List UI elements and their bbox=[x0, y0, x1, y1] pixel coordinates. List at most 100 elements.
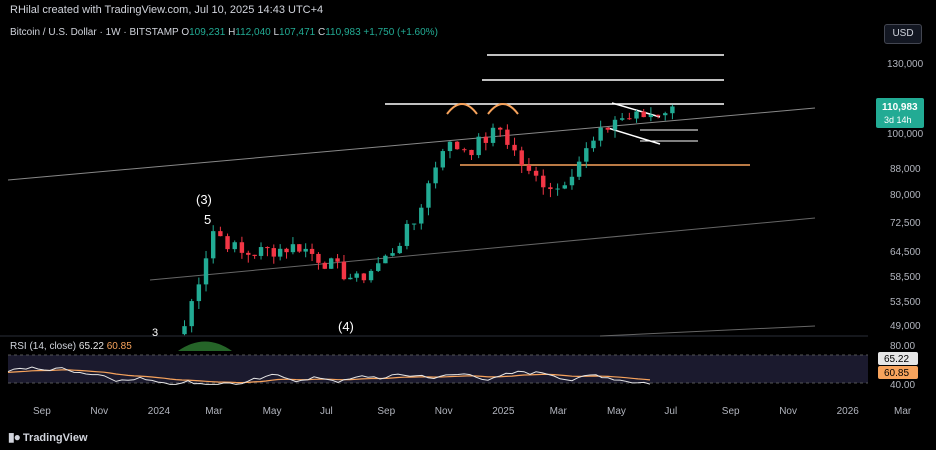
wave-label-5: 5 bbox=[204, 212, 211, 227]
price-tick-49000: 49,000 bbox=[890, 321, 921, 332]
candle-body bbox=[605, 127, 611, 130]
candles-group bbox=[182, 104, 675, 336]
channel-upper-line bbox=[7, 107, 816, 181]
time-tick-12: Sep bbox=[722, 406, 740, 417]
price-tick-130000: 130,000 bbox=[887, 59, 924, 70]
candle-body bbox=[211, 231, 216, 259]
candle-body bbox=[218, 231, 223, 237]
currency-button[interactable]: USD bbox=[884, 24, 922, 44]
change-value: +1,750 (+1.60%) bbox=[363, 27, 438, 38]
flag-upper-line[interactable] bbox=[611, 102, 661, 118]
candle-body bbox=[426, 183, 431, 208]
candle-body bbox=[619, 118, 625, 120]
candle-body bbox=[182, 326, 187, 335]
time-tick-6: Sep bbox=[377, 406, 395, 417]
tradingview-logo[interactable]: ▮● TradingView bbox=[8, 430, 88, 444]
time-tick-4: May bbox=[263, 406, 282, 417]
candle-body bbox=[239, 242, 245, 253]
top-arc-1 bbox=[446, 103, 478, 115]
flag-lower-line[interactable] bbox=[607, 127, 661, 145]
rsi-value-badge-text: 65.22 bbox=[884, 354, 909, 365]
candle-body bbox=[555, 188, 560, 190]
rsi-line bbox=[7, 366, 651, 385]
candle-body bbox=[519, 150, 524, 166]
candle-body bbox=[232, 242, 237, 250]
rsi-overbought-fill bbox=[178, 341, 232, 351]
high-value: 112,040 bbox=[235, 27, 271, 38]
candle-body bbox=[390, 253, 395, 256]
candle-body bbox=[512, 144, 517, 151]
candle-body bbox=[526, 165, 532, 171]
rsi-ma-value: 60.85 bbox=[106, 341, 132, 352]
time-tick-0: Sep bbox=[33, 406, 51, 417]
rsi-value: 65.22 bbox=[78, 341, 104, 352]
rsi-ma-badge bbox=[878, 366, 918, 379]
candle-body bbox=[490, 127, 496, 143]
candle-body bbox=[284, 248, 289, 253]
time-tick-3: Mar bbox=[205, 406, 223, 417]
time-tick-1: Nov bbox=[90, 406, 108, 417]
time-tick-8: 2025 bbox=[492, 406, 515, 417]
time-tick-15: Mar bbox=[894, 406, 912, 417]
time-tick-5: Jul bbox=[320, 406, 333, 417]
wave-label-3: (3) bbox=[196, 192, 212, 207]
candle-body bbox=[411, 223, 417, 225]
price-tick-100000: 100,000 bbox=[887, 129, 924, 140]
candle-body bbox=[354, 273, 359, 278]
rsi-label: RSI (14, close) bbox=[10, 341, 77, 352]
candle-body bbox=[462, 149, 467, 151]
candle-body bbox=[397, 245, 402, 254]
candle-body bbox=[483, 136, 489, 143]
candle-body bbox=[598, 127, 603, 141]
channel-bottom-line bbox=[599, 325, 816, 337]
candle-body bbox=[258, 247, 264, 256]
rsi-tick-80: 80.00 bbox=[890, 341, 915, 352]
open-label: O bbox=[181, 27, 190, 38]
candle-body bbox=[265, 247, 270, 249]
candle-body bbox=[569, 176, 575, 186]
candle-body bbox=[383, 255, 388, 264]
candle-body bbox=[322, 262, 328, 269]
price-tick-80000: 80,000 bbox=[890, 190, 921, 201]
candle-body bbox=[641, 111, 646, 118]
candle-body bbox=[469, 149, 474, 156]
candle-body bbox=[271, 248, 276, 257]
candle-body bbox=[196, 284, 202, 302]
symbol-title[interactable]: Bitcoin / U.S. Dollar · 1W · BITSTAMP bbox=[10, 27, 179, 38]
close-label: C bbox=[317, 27, 326, 38]
close-value: 110,983 bbox=[325, 27, 361, 38]
time-axis[interactable]: Sep Nov 2024 Mar May Jul Sep Nov 2025 Mar May Jul Se… bbox=[33, 406, 912, 417]
rsi-ma-badge-text: 60.85 bbox=[884, 368, 909, 379]
candle-body bbox=[663, 113, 668, 116]
candle-body bbox=[419, 207, 424, 224]
candle-body bbox=[348, 277, 353, 280]
candle-body bbox=[433, 167, 438, 184]
candle-body bbox=[368, 270, 374, 281]
price-tick-64500: 64,500 bbox=[890, 247, 921, 258]
time-tick-14: 2026 bbox=[837, 406, 860, 417]
time-tick-11: Jul bbox=[664, 406, 677, 417]
price-tick-53500: 53,500 bbox=[890, 297, 921, 308]
rsi-group bbox=[7, 341, 651, 385]
candle-body bbox=[576, 161, 582, 177]
candle-body bbox=[612, 119, 618, 130]
wave-label-4: (4) bbox=[338, 319, 354, 334]
candle-body bbox=[627, 118, 632, 120]
candle-body bbox=[376, 263, 381, 271]
candle-body bbox=[505, 129, 510, 145]
open-value: 109,231 bbox=[189, 27, 226, 38]
candle-body bbox=[476, 136, 481, 156]
low-label: L bbox=[273, 27, 280, 38]
channel-lower-line bbox=[149, 217, 816, 281]
time-tick-13: Nov bbox=[779, 406, 797, 417]
symbol-legend: Bitcoin / U.S. Dollar · 1W · BITSTAMP O1… bbox=[10, 27, 438, 38]
time-tick-2: 2024 bbox=[148, 406, 171, 417]
candle-body bbox=[548, 187, 553, 190]
price-tick-58500: 58,500 bbox=[890, 272, 921, 283]
candle-body bbox=[562, 185, 567, 189]
price-axis[interactable]: 130,000 100,000 88,000 80,000 72,500 64,… bbox=[887, 59, 924, 332]
candle-body bbox=[246, 252, 251, 255]
rsi-tick-40: 40.00 bbox=[890, 380, 915, 391]
